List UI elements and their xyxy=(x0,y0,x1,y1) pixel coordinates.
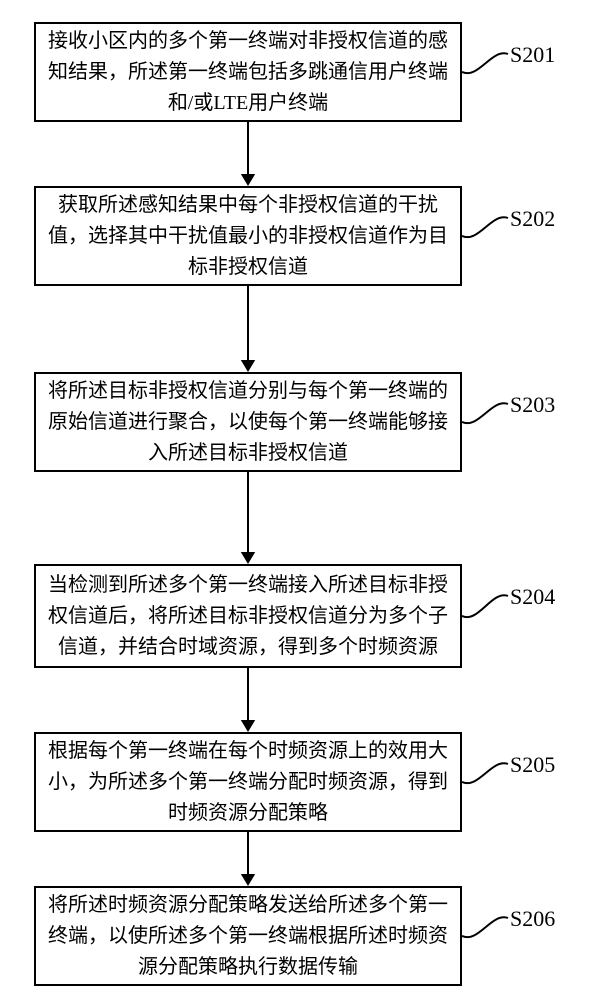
step-text: 将所述目标非授权信道分别与每个第一终端的原始信道进行聚合，以使每个第一终端能够接… xyxy=(48,376,448,469)
connector-arrow xyxy=(239,286,257,372)
step-box-s205: 根据每个第一终端在每个时频资源上的效用大小，为所述多个第一终端分配时频资源，得到… xyxy=(34,732,462,832)
step-label-s202: S202 xyxy=(510,206,555,232)
step-label-s203: S203 xyxy=(510,392,555,418)
label-leader xyxy=(462,584,512,628)
step-text: 获取所述感知结果中每个非授权信道的干扰值，选择其中干扰值最小的非授权信道作为目标… xyxy=(48,190,448,283)
flowchart-canvas: 接收小区内的多个第一终端对非授权信道的感知结果，所述第一终端包括多跳通信用户终端… xyxy=(0,0,589,1000)
connector-arrow xyxy=(239,122,257,186)
step-text: 根据每个第一终端在每个时频资源上的效用大小，为所述多个第一终端分配时频资源，得到… xyxy=(48,736,448,829)
step-box-s201: 接收小区内的多个第一终端对非授权信道的感知结果，所述第一终端包括多跳通信用户终端… xyxy=(34,22,462,122)
step-box-s202: 获取所述感知结果中每个非授权信道的干扰值，选择其中干扰值最小的非授权信道作为目标… xyxy=(34,186,462,286)
step-label-s204: S204 xyxy=(510,584,555,610)
step-text: 将所述时频资源分配策略发送给所述多个第一终端，以使所述多个第一终端根据所述时频资… xyxy=(48,890,448,983)
step-label-s205: S205 xyxy=(510,752,555,778)
connector-arrow xyxy=(239,832,257,886)
step-box-s206: 将所述时频资源分配策略发送给所述多个第一终端，以使所述多个第一终端根据所述时频资… xyxy=(34,886,462,986)
step-box-s203: 将所述目标非授权信道分别与每个第一终端的原始信道进行聚合，以使每个第一终端能够接… xyxy=(34,372,462,472)
step-label-s206: S206 xyxy=(510,906,555,932)
connector-arrow xyxy=(239,472,257,564)
step-label-s201: S201 xyxy=(510,42,555,68)
label-leader xyxy=(462,906,512,948)
connector-arrow xyxy=(239,668,257,732)
label-leader xyxy=(462,392,512,434)
step-box-s204: 当检测到所述多个第一终端接入所述目标非授权信道后，将所述目标非授权信道分为多个子… xyxy=(34,564,462,668)
label-leader xyxy=(462,42,512,84)
step-text: 接收小区内的多个第一终端对非授权信道的感知结果，所述第一终端包括多跳通信用户终端… xyxy=(48,26,448,119)
label-leader xyxy=(462,206,512,248)
label-leader xyxy=(462,752,512,794)
step-text: 当检测到所述多个第一终端接入所述目标非授权信道后，将所述目标非授权信道分为多个子… xyxy=(48,570,448,663)
